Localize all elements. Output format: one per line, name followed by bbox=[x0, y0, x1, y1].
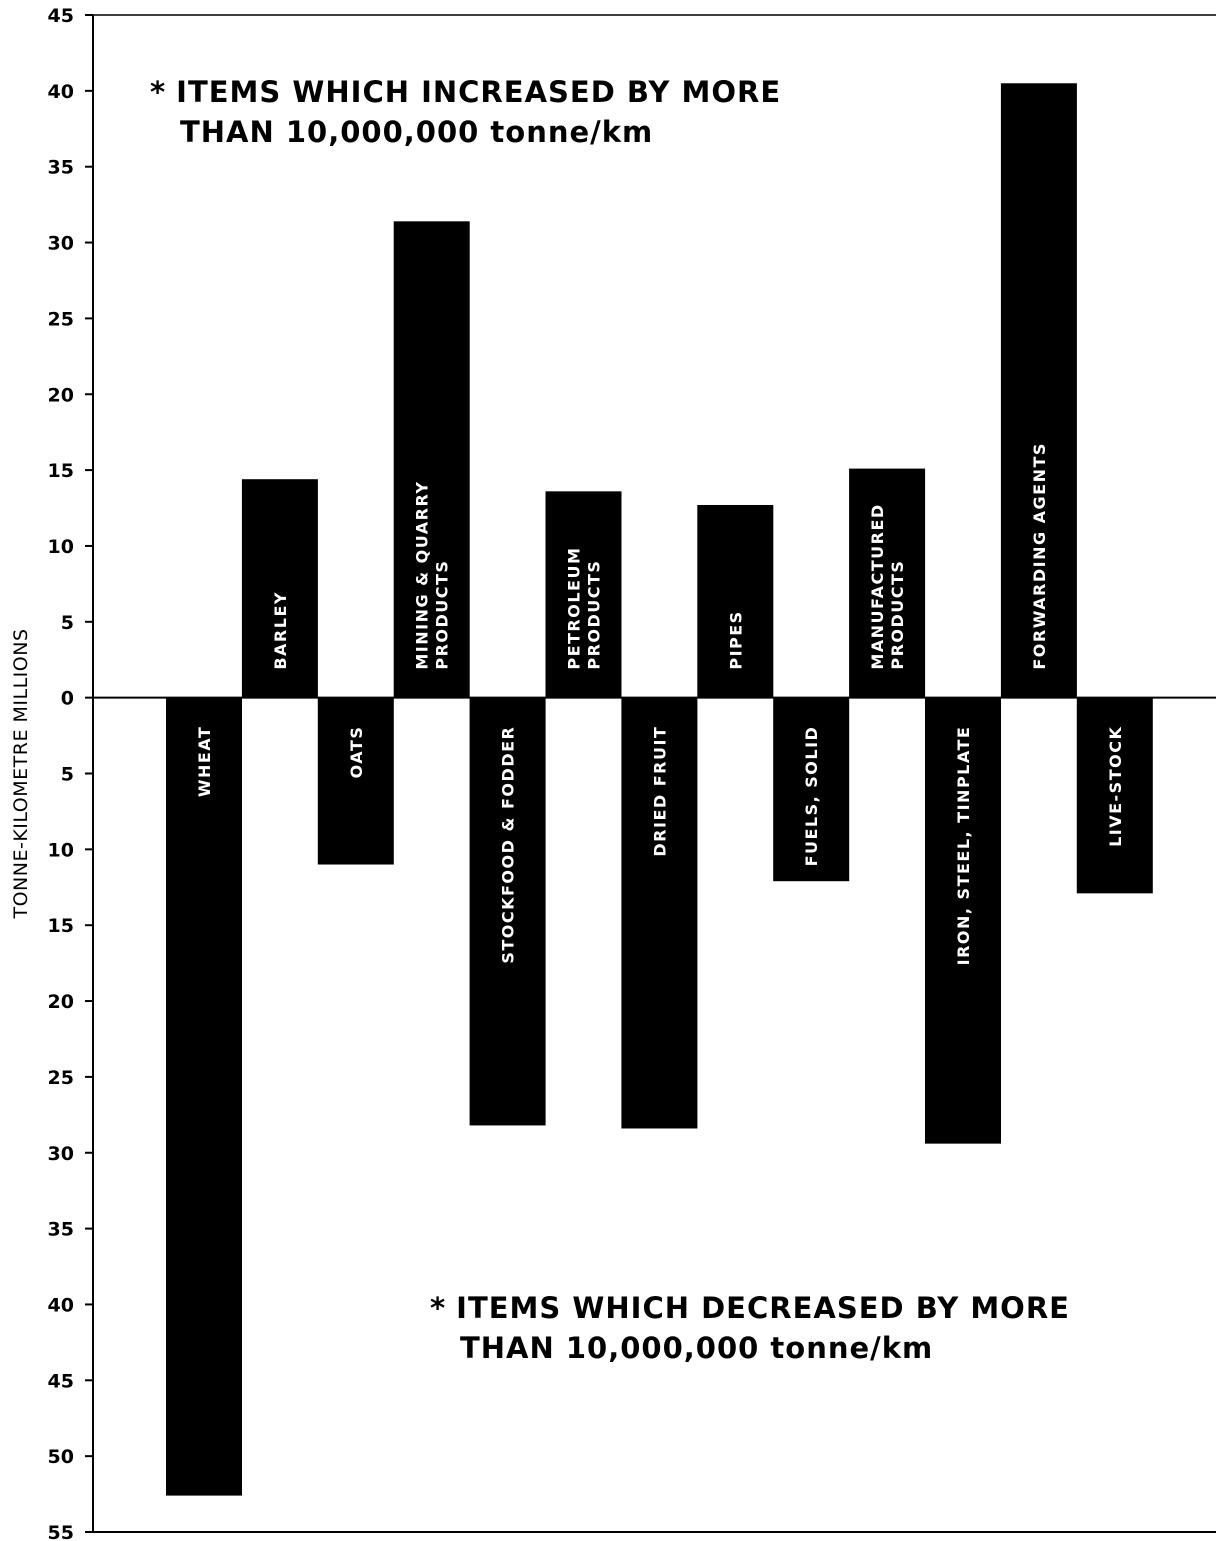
bar-label: DRIED FRUIT bbox=[650, 726, 669, 857]
bar-label: LIVE-STOCK bbox=[1106, 726, 1125, 847]
annotation-line-1: ITEMS WHICH DECREASED BY MORE bbox=[456, 1291, 1070, 1325]
bar bbox=[925, 697, 1001, 1144]
bar-label: STOCKFOOD & FODDER bbox=[499, 726, 518, 964]
y-tick-label: 0 bbox=[61, 688, 74, 710]
bar bbox=[469, 697, 546, 1126]
increase-annotation: * ITEMS WHICH INCREASED BY MORE THAN 10,0… bbox=[150, 72, 781, 152]
bar-label: MINING & QUARRY bbox=[413, 480, 432, 669]
bar bbox=[697, 504, 774, 698]
y-tick-label: 35 bbox=[48, 1219, 74, 1241]
bar bbox=[1076, 697, 1153, 894]
bar bbox=[545, 491, 622, 698]
y-tick-label: 25 bbox=[48, 308, 74, 330]
y-tick-label: 30 bbox=[48, 1143, 74, 1165]
bars bbox=[166, 83, 1153, 1496]
y-tick-label: 40 bbox=[48, 1294, 74, 1316]
bar-label: PRODUCTS bbox=[433, 560, 452, 670]
bar-label: FUELS, SOLID bbox=[802, 726, 821, 867]
y-tick-label: 55 bbox=[48, 1522, 74, 1541]
bar bbox=[317, 697, 394, 865]
bar-label: BARLEY bbox=[271, 591, 290, 670]
y-tick-label: 30 bbox=[48, 233, 74, 255]
y-tick-label: 15 bbox=[48, 915, 74, 937]
bar bbox=[241, 479, 318, 698]
bar bbox=[166, 697, 242, 1496]
y-axis-title: TONNE-KILOMETRE MILLIONS bbox=[10, 628, 32, 919]
bar-label: WHEAT bbox=[195, 726, 214, 798]
asterisk: * bbox=[430, 1291, 447, 1325]
y-tick-label: 10 bbox=[48, 839, 74, 861]
y-tick-label: 25 bbox=[48, 1067, 74, 1089]
decrease-annotation: * ITEMS WHICH DECREASED BY MORE THAN 10,0… bbox=[430, 1288, 1070, 1368]
bar-label: OATS bbox=[347, 726, 366, 779]
y-tick-label: 20 bbox=[48, 384, 74, 406]
y-tick-label: 35 bbox=[48, 157, 74, 179]
bar bbox=[1000, 83, 1077, 698]
y-tick-label: 20 bbox=[48, 991, 74, 1013]
asterisk: * bbox=[150, 75, 167, 109]
y-tick-label: 15 bbox=[48, 460, 74, 482]
bar bbox=[393, 221, 470, 698]
bar-label: PRODUCTS bbox=[888, 560, 907, 670]
bar bbox=[849, 468, 926, 698]
bar-label: PRODUCTS bbox=[585, 560, 604, 670]
annotation-line-2: THAN 10,000,000 tonne/km bbox=[460, 1331, 934, 1365]
bar-label: FORWARDING AGENTS bbox=[1030, 442, 1049, 670]
y-tick-label: 10 bbox=[48, 536, 74, 558]
annotation-line-2: THAN 10,000,000 tonne/km bbox=[180, 115, 654, 149]
bar bbox=[621, 697, 698, 1129]
bar bbox=[773, 697, 850, 882]
y-tick-label: 5 bbox=[61, 612, 74, 634]
y-tick-label: 5 bbox=[61, 764, 74, 786]
y-tick-label: 50 bbox=[48, 1446, 74, 1468]
bar-label: MANUFACTURED bbox=[868, 503, 887, 669]
bar-label: PETROLEUM bbox=[565, 547, 584, 670]
bar-label: PIPES bbox=[726, 610, 745, 669]
annotation-line-1: ITEMS WHICH INCREASED BY MORE bbox=[176, 75, 782, 109]
y-tick-label: 45 bbox=[48, 1370, 74, 1392]
bar-label: IRON, STEEL, TINPLATE bbox=[954, 726, 973, 966]
y-tick-label: 40 bbox=[48, 81, 74, 103]
y-tick-label: 45 bbox=[48, 5, 74, 27]
